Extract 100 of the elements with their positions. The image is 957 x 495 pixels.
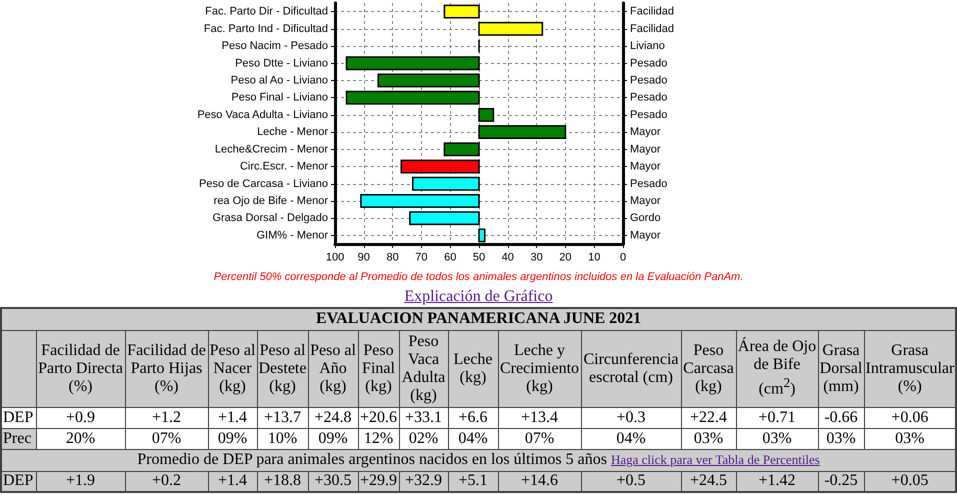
bar (444, 142, 480, 156)
y-tick-label: Fac. Parto Ind - Dificultad (204, 22, 328, 35)
category-label: Leche y Crecimiento (kg) (498, 330, 581, 407)
category-label: Peso Vaca Adulta (kg) (399, 330, 448, 407)
category-label: Área de Ojo de Bife (cm$^{2}$) (736, 330, 818, 407)
y2-tick-label: Mayor (630, 194, 661, 207)
category-label: Peso al Año (kg) (308, 330, 358, 407)
y2-tick-label: Mayor (630, 229, 661, 242)
data-label: 04% (581, 428, 681, 449)
y2-tick-label: Mayor (630, 160, 661, 173)
y-tick-label: Leche - Menor (257, 126, 328, 138)
x-tick-label: 80 (386, 252, 399, 264)
y2-tick-label: Mayor (630, 143, 661, 156)
x-tick-label: 20 (559, 252, 572, 264)
data-label: 04% (448, 428, 498, 449)
x-tick-label: 40 (502, 252, 514, 264)
data-label: +0.05 (864, 471, 956, 492)
data-label: 07% (125, 428, 208, 449)
bar (412, 176, 480, 191)
data-label: -0.25 (818, 471, 864, 492)
data-label: 02% (399, 428, 448, 449)
data-label: 10% (257, 428, 308, 449)
data-label: +13.7 (257, 407, 308, 428)
bar (346, 90, 480, 105)
bar (377, 74, 480, 88)
data-label: 03% (681, 428, 736, 449)
data-label: +30.5 (308, 471, 358, 492)
series-label: DEP (1, 471, 36, 492)
x-tick-label: 100 (326, 252, 344, 264)
data-label: +24.8 (308, 407, 358, 428)
text: Haga click para ver Tabla de Percentiles (610, 452, 820, 467)
y2-tick-label: Facilidad (630, 6, 674, 18)
y2-tick-label: Mayor (630, 126, 661, 138)
data-label: 09% (308, 428, 358, 449)
data-label: 03% (736, 428, 818, 449)
y-tick-label: Peso Vaca Adulta - Liviano (197, 108, 328, 121)
x-tick-label: 90 (358, 252, 370, 264)
x-tick-label: 70 (415, 252, 428, 264)
data-label: 20% (36, 428, 125, 449)
x-tick-label: 30 (530, 252, 543, 264)
category-label: Peso al Destete (kg) (257, 330, 308, 407)
data-label: +1.9 (36, 471, 125, 492)
category-label: Facilidad de Parto Directa (%) (36, 330, 125, 407)
bar (478, 125, 566, 140)
y2-tick-label: Pesado (630, 178, 668, 190)
data-label: +13.4 (498, 407, 581, 428)
data-label: +20.6 (358, 407, 399, 428)
category-label: Facilidad de Parto Hijas (%) (125, 330, 208, 407)
series-label: DEP (1, 407, 36, 428)
category-label: Grasa Dorsal (mm) (818, 330, 864, 407)
y-tick-label: Peso Dtte - Liviano (235, 57, 328, 70)
y-tick-label: rea Ojo de Bife - Menor (214, 194, 328, 207)
data-label: 09% (208, 428, 257, 449)
text: EVALUACION PANAMERICANA JUNE 2021 (1, 308, 956, 330)
y2-tick-label: Pesado (630, 74, 668, 86)
data-label: 12% (358, 428, 399, 449)
text: Percentil 50% corresponde al Promedio de todos los animales argentinos incluidos en la Evaluación PanAm. (212, 271, 744, 283)
y2-tick-label: Pesado (630, 57, 668, 70)
data-label: +0.3 (581, 407, 681, 428)
category-label: Peso al Nacer (kg) (208, 330, 257, 407)
category-label: Leche (kg) (448, 330, 498, 407)
y-tick-label: Peso de Carcasa - Liviano (198, 178, 328, 190)
data-label: +5.1 (448, 471, 498, 492)
data-label: +22.4 (681, 407, 736, 428)
y-tick-label: Peso Final - Liviano (231, 92, 328, 104)
data-label: +0.9 (36, 407, 125, 428)
y-tick-label: Leche&Crecim - Menor (214, 143, 328, 156)
bar (360, 194, 480, 208)
y2-tick-label: Gordo (630, 212, 661, 224)
data-label: +0.71 (736, 407, 818, 428)
y-tick-label: Fac. Parto Dir - Dificultad (205, 6, 328, 18)
data-label: +0.5 (581, 471, 681, 492)
y-tick-label: Peso Nacim - Pesado (222, 40, 328, 52)
bar (409, 211, 480, 226)
category-label: Peso Final (kg) (358, 330, 399, 407)
data-label: +6.6 (448, 407, 498, 428)
data-label: +0.2 (125, 471, 208, 492)
bar (346, 56, 480, 70)
data-label: +14.6 (498, 471, 581, 492)
x-tick-label: 50 (472, 252, 486, 264)
y2-tick-label: Pesado (630, 108, 668, 121)
x-tick-label: 60 (444, 252, 456, 264)
y-tick-label: Circ.Escr. - Menor (240, 160, 328, 173)
bar (478, 22, 544, 36)
y-tick-label: GIM% - Menor (256, 229, 328, 242)
data-label: +0.06 (864, 407, 956, 428)
data-label: -0.66 (818, 407, 864, 428)
data-label: +1.2 (125, 407, 208, 428)
data-label: +1.4 (208, 407, 257, 428)
data-label: 03% (864, 428, 956, 449)
data-label: +29.9 (358, 471, 399, 492)
data-label: +18.8 (257, 471, 308, 492)
data-label: +1.4 (208, 471, 257, 492)
y2-tick-label: Liviano (630, 40, 665, 52)
category-label: Grasa Intramuscular (%) (864, 330, 956, 407)
legend-label: Prec (1, 428, 36, 449)
y-tick-label: Peso al Ao - Liviano (230, 74, 328, 86)
text: Promedio de DEP para animales argentinos nacidos en los últimos 5 años (137, 451, 608, 468)
bar (444, 4, 480, 19)
data-label: +1.42 (736, 471, 818, 492)
